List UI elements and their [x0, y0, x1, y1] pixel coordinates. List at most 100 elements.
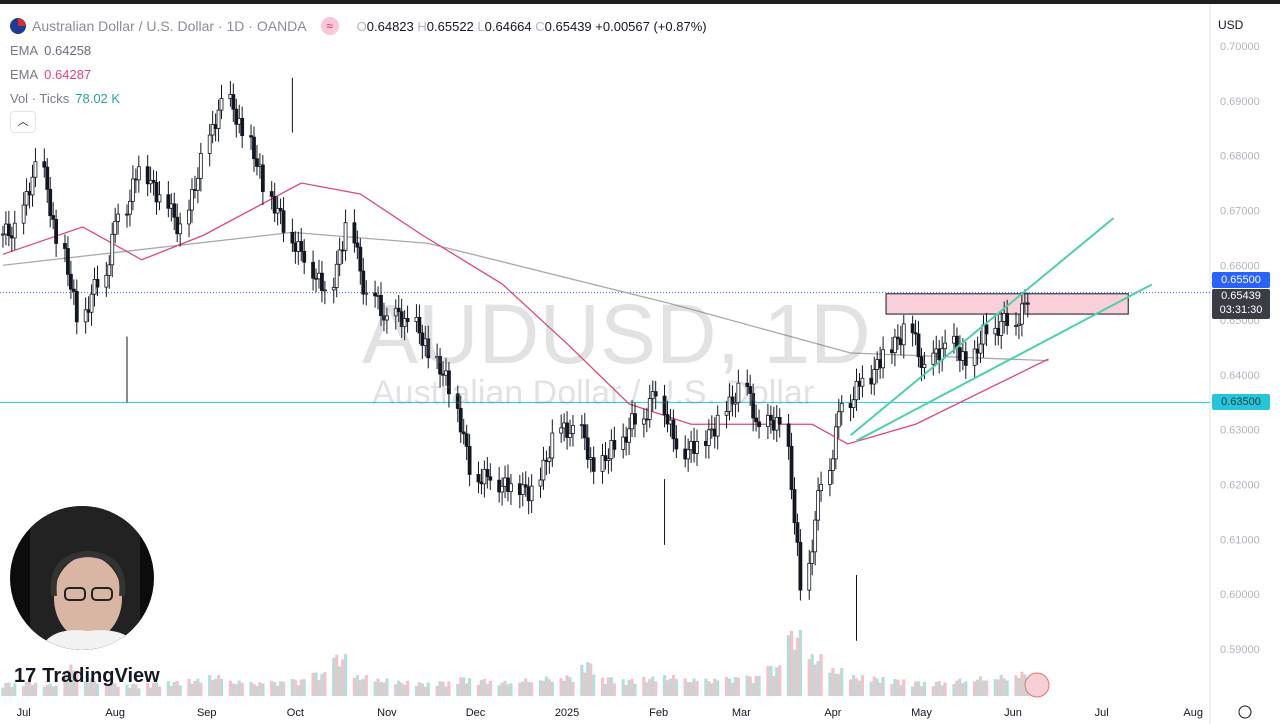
candle-body [768, 414, 773, 421]
candle-body [396, 307, 401, 313]
candle-body [352, 222, 357, 244]
volume-bar [940, 685, 944, 696]
indicator-ema-slow[interactable]: EMA 0.64258 [10, 42, 92, 58]
volume-bar [993, 679, 997, 696]
time-tick-label: Aug [105, 707, 125, 719]
candle-body [895, 336, 900, 340]
volume-bar [7, 682, 11, 696]
candle-body [881, 349, 885, 369]
candle-body [385, 315, 389, 321]
candle-body [373, 292, 377, 297]
candle-body [455, 393, 460, 409]
volume-bar [403, 684, 407, 696]
volume-bar [364, 675, 368, 696]
time-tick-label: Jun [1004, 707, 1022, 719]
candle-body [131, 178, 135, 202]
volume-bar [51, 686, 55, 696]
candle-body [296, 241, 301, 252]
volume-bar [343, 654, 348, 696]
candle-body [538, 479, 543, 487]
volume-bar [465, 683, 469, 696]
volume-bar [69, 664, 73, 696]
candle-body [931, 352, 936, 365]
candle-body [417, 316, 422, 334]
candle-body [830, 458, 835, 471]
candle-body [630, 413, 634, 430]
volume-bar [580, 664, 584, 696]
candle-body [860, 377, 865, 387]
volume-bar [193, 680, 197, 696]
volume-bar [757, 675, 761, 696]
collapse-legend-button[interactable]: ︿ [10, 111, 36, 133]
candle-body [828, 470, 832, 485]
candle-body [571, 424, 575, 434]
candle-body [51, 215, 56, 220]
volume-bar [931, 686, 935, 696]
candle-body [562, 422, 567, 429]
volume-bar [813, 664, 817, 696]
candle-body [213, 124, 218, 129]
volume-bar [293, 679, 297, 696]
volume-bar [902, 679, 906, 696]
volume-bar [104, 683, 108, 696]
volume-bar [795, 637, 800, 696]
candle-body [299, 241, 304, 252]
volume-bar [459, 677, 463, 696]
approx-equal-icon[interactable]: ≈ [320, 17, 339, 35]
volume-bar [981, 680, 986, 696]
candle-body [813, 519, 818, 553]
volume-bar [1020, 671, 1024, 696]
volume-bar [10, 686, 14, 696]
candle-body [839, 403, 844, 413]
volume-bar [1014, 675, 1018, 696]
price-chart[interactable]: 0.700000.690000.680000.670000.660000.650… [0, 4, 1280, 724]
candle-body [898, 338, 903, 346]
volume-bar [565, 675, 569, 696]
time-tick-label: Nov [377, 707, 397, 719]
volume-bar [63, 671, 67, 696]
volume-bar [837, 674, 841, 696]
candle-body [709, 428, 714, 431]
volume-bar [600, 677, 605, 696]
volume-bar [479, 680, 484, 696]
currency-selector[interactable]: USD [1218, 18, 1244, 32]
settings-gear-icon[interactable] [1238, 705, 1252, 719]
candle-body [438, 355, 442, 375]
candle-body [113, 220, 118, 235]
volume-bar [654, 681, 658, 696]
candle-body [730, 396, 735, 405]
candle-body [819, 483, 823, 492]
candle-body [875, 359, 880, 370]
tradingview-logo[interactable]: 17 TradingView [14, 665, 160, 687]
volume-bar [695, 681, 699, 696]
volume-bar [113, 683, 117, 696]
candle-body [792, 489, 797, 524]
price-tick-label: 0.59000 [1220, 644, 1260, 656]
candle-body [547, 457, 552, 462]
candle-body [260, 164, 265, 192]
volume-bar [857, 680, 862, 696]
indicator-volume[interactable]: Vol · Ticks 78.02 K [10, 90, 121, 106]
candle-body [500, 485, 504, 493]
volume-bar [984, 680, 989, 696]
volume-bar [278, 681, 283, 696]
volume-bar [878, 682, 882, 696]
volume-bar [187, 678, 191, 696]
volume-bar [146, 682, 150, 696]
volume-bar [973, 681, 977, 696]
symbol-title[interactable]: Australian Dollar / U.S. Dollar · 1D · O… [32, 18, 307, 34]
candle-body [83, 309, 88, 323]
volume-bar [75, 671, 79, 696]
price-tick-label: 0.68000 [1220, 151, 1260, 163]
volume-bar [592, 674, 596, 696]
volume-bar [1005, 680, 1009, 696]
candle-body [337, 249, 342, 265]
indicator-ema-fast[interactable]: EMA 0.64287 [10, 66, 92, 82]
candle-body [317, 272, 321, 280]
volume-bar [385, 678, 389, 696]
candle-body [724, 411, 729, 416]
time-tick-label: Feb [649, 707, 668, 719]
candle-body [544, 459, 549, 462]
candle-body [258, 164, 262, 167]
volume-bar [66, 670, 70, 696]
